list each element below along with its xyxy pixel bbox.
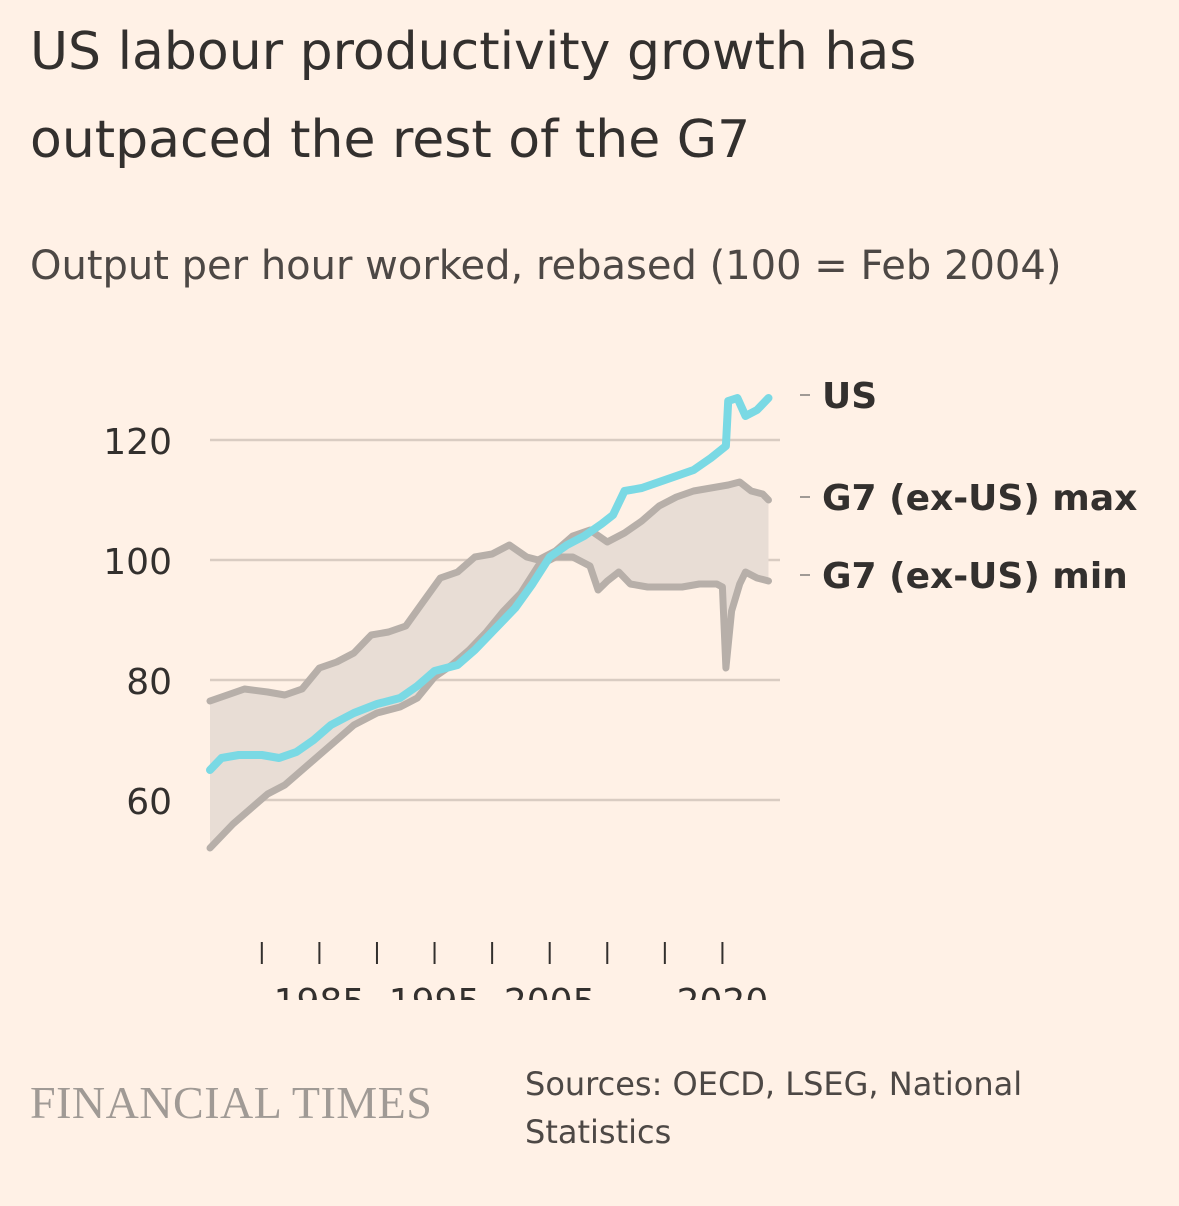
end-label-us: US — [822, 380, 877, 417]
min-max-band — [210, 482, 769, 848]
chart-subtitle: Output per hour worked, rebased (100 = F… — [30, 243, 1062, 289]
source-note: Sources: OECD, LSEG, National Statistics — [525, 1065, 1023, 1151]
end-label-g7-ex-us-min: G7 (ex-US) min — [822, 556, 1128, 597]
y-tick-label-120: 120 — [103, 422, 172, 463]
x-axis: 1985 1995 2005 2020 — [260, 942, 769, 1000]
series-line-g7-ex-us-min — [206, 553, 772, 852]
x-tick-label-1995: 1995 — [389, 982, 481, 1000]
ft-logo: FINANCIAL TIMES — [30, 1077, 433, 1128]
band-area — [210, 482, 769, 848]
x-tick-label-2005: 2005 — [504, 982, 596, 1000]
y-tick-label-80: 80 — [126, 662, 172, 703]
x-tick-label-1985: 1985 — [274, 982, 366, 1000]
series-lines — [206, 394, 773, 852]
y-tick-label-60: 60 — [126, 782, 172, 823]
y-axis: 60 80 100 120 — [103, 422, 172, 823]
end-labels: US G7 (ex-US) max G7 (ex-US) min — [800, 380, 1137, 597]
series-line-us — [206, 394, 773, 774]
x-tick-label-2020: 2020 — [677, 982, 769, 1000]
line-chart: 60 80 100 120 1985 1995 2005 2020 US G7 (ex-US)… — [103, 380, 1137, 1000]
series-line-g7-ex-us-max — [206, 478, 772, 705]
chart-title: US labour productivity growth has outpac… — [30, 22, 917, 170]
end-label-g7-ex-us-max: G7 (ex-US) max — [822, 478, 1137, 519]
y-tick-label-100: 100 — [103, 542, 172, 583]
